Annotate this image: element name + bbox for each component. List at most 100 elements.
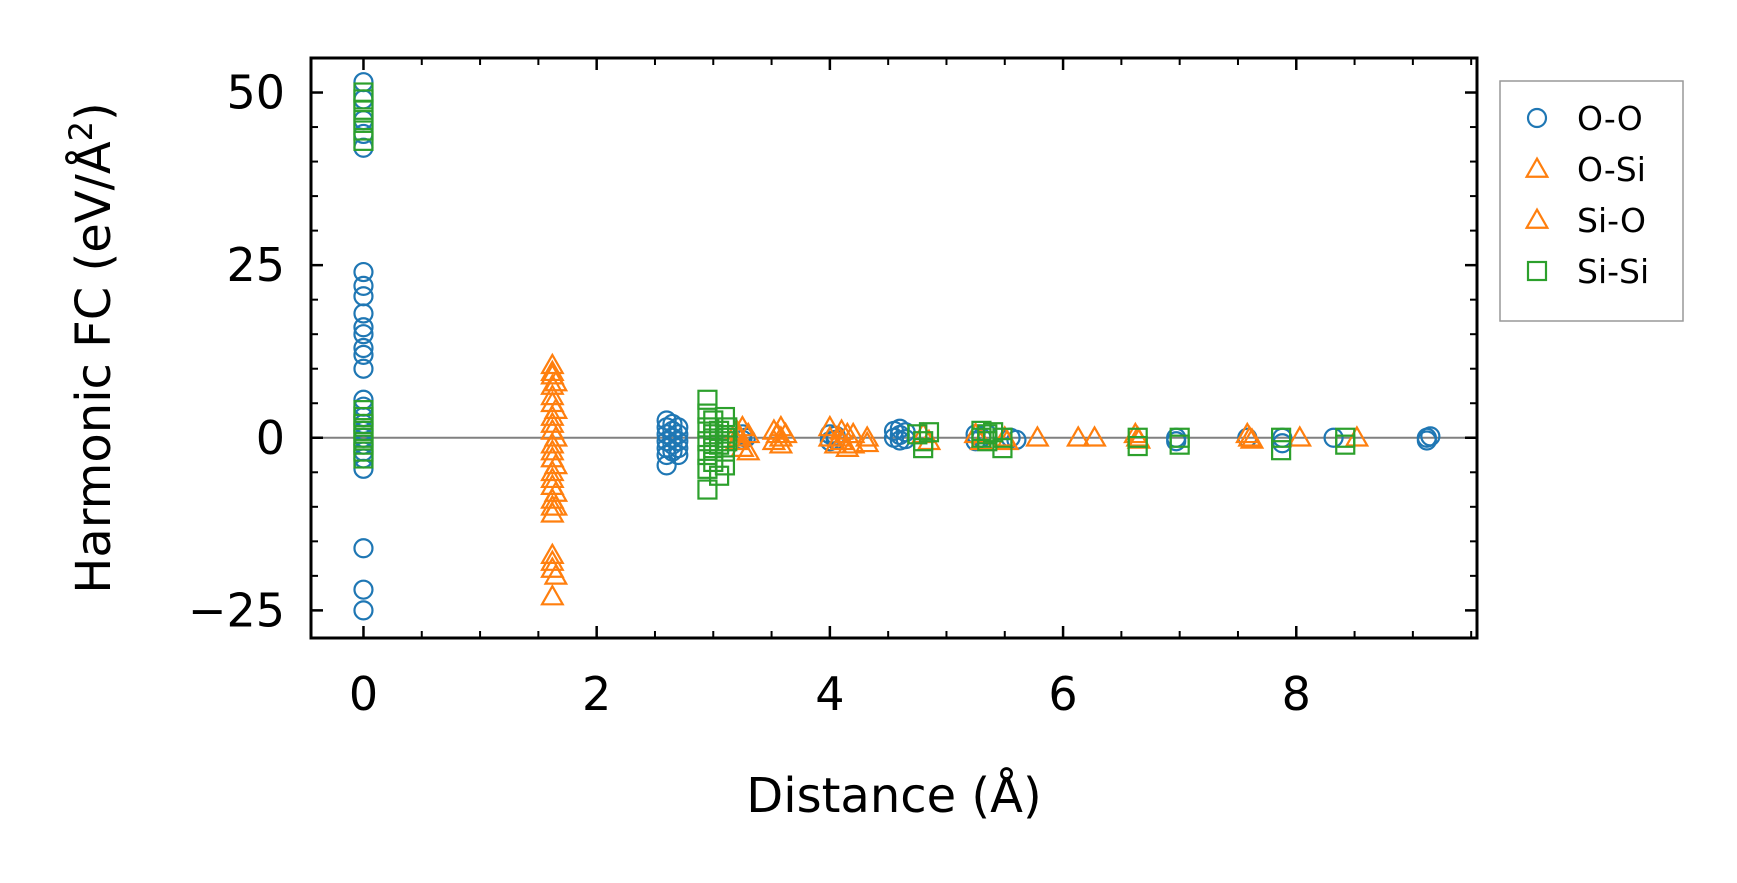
data-point-o-o (353, 344, 374, 366)
y-tick-label: 50 (226, 66, 285, 120)
data-point-o-o (668, 417, 689, 438)
axis-tick-labels: 0 2 4 6 8 −25 0 25 50 (188, 66, 1311, 721)
data-point-si-si (1127, 435, 1148, 457)
data-point-o-o (668, 438, 689, 459)
x-tick-label: 4 (815, 667, 844, 721)
legend-label-si-si: Si-Si (1577, 252, 1649, 291)
data-point-si-si (703, 424, 724, 445)
data-point-si-si (717, 417, 738, 438)
data-point-o-si (540, 542, 565, 565)
legend-label-o-o: O-O (1577, 99, 1643, 138)
data-point-o-o (353, 324, 374, 345)
data-point-o-si (829, 418, 854, 440)
data-point-si-si (971, 427, 992, 448)
legend-marker-o-si (1524, 156, 1550, 178)
data-point-o-si (817, 414, 843, 437)
x-tick-label: 6 (1048, 667, 1077, 721)
data-points (353, 72, 1441, 621)
data-point-o-si (543, 563, 569, 585)
data-point-si-o (826, 425, 852, 447)
y-axis-label-main: Harmonic FC (eV/Å (65, 141, 122, 594)
data-point-o-o (1323, 427, 1344, 448)
data-point-si-si (992, 427, 1013, 448)
data-point-si-si (703, 410, 724, 431)
data-point-o-si (835, 435, 860, 457)
data-point-si-si (1271, 440, 1292, 461)
data-point-o-o (668, 444, 689, 466)
data-point-si-o (540, 549, 565, 571)
data-point-o-si (1025, 425, 1050, 447)
data-point-si-si (1271, 427, 1292, 448)
data-point-o-si (1065, 425, 1091, 447)
y-tick-label: 0 (256, 411, 285, 465)
data-point-o-o (1166, 431, 1187, 452)
y-tick-label: −25 (188, 583, 285, 637)
data-point-si-o (540, 359, 565, 382)
data-point-o-o (353, 337, 374, 359)
legend-marker-si-si (1526, 260, 1548, 282)
data-point-si-si (353, 89, 374, 110)
data-point-o-o (1420, 426, 1441, 447)
data-point-o-si (854, 425, 880, 447)
data-point-si-o (540, 411, 565, 433)
y-tick-label: 25 (226, 238, 285, 292)
x-tick-label: 2 (582, 667, 611, 721)
data-point-si-o (840, 432, 866, 454)
data-point-o-si (540, 584, 565, 606)
data-point-o-si (840, 421, 866, 444)
data-point-o-si (854, 430, 880, 453)
legend-items: O-O O-Si Si-O Si-Si (1524, 99, 1649, 291)
legend-label-o-si: O-Si (1577, 150, 1646, 189)
y-axis-label-superscript: 2 (62, 121, 100, 141)
data-point-o-o (353, 600, 374, 621)
data-point-o-o (353, 317, 374, 338)
data-point-si-si (714, 441, 736, 462)
data-point-o-o (353, 538, 374, 559)
x-tick-label: 8 (1282, 667, 1311, 721)
data-point-o-o (656, 455, 677, 476)
data-point-si-si (714, 455, 736, 476)
legend-label-si-o: Si-O (1577, 201, 1646, 240)
data-point-si-o (1237, 425, 1262, 447)
y-axis-label: Harmonic FC (eV/Å2) (62, 102, 122, 594)
data-point-si-o (540, 466, 565, 489)
y-axis-label-close: ) (66, 102, 122, 121)
series-si-o (540, 359, 1262, 571)
axis-ticks (311, 57, 1477, 638)
data-point-si-o (540, 383, 565, 406)
data-point-si-o (765, 421, 790, 444)
data-point-o-o (1416, 430, 1437, 451)
data-point-si-si (913, 438, 934, 459)
data-point-si-si (697, 479, 718, 500)
x-tick-label: 0 (349, 667, 378, 721)
data-point-o-o (353, 358, 374, 379)
data-point-o-o (668, 424, 689, 445)
data-point-o-si (768, 432, 794, 454)
data-point-si-o (540, 439, 565, 461)
legend-marker-si-o (1524, 207, 1550, 229)
data-point-si-si (353, 120, 374, 141)
data-point-o-o (353, 275, 374, 296)
data-point-si-si (708, 465, 730, 486)
data-point-o-o (353, 261, 374, 283)
data-point-o-si (540, 352, 565, 375)
data-point-o-o (353, 579, 374, 600)
data-point-si-si (353, 110, 374, 131)
data-point-si-si (353, 448, 374, 469)
data-point-si-si (1335, 434, 1356, 455)
data-point-o-si (736, 439, 761, 461)
data-point-si-o (540, 494, 565, 516)
x-axis-label: Distance (Å) (746, 767, 1041, 824)
legend: O-O O-Si Si-O Si-Si (1499, 80, 1684, 322)
data-point-si-si (353, 130, 374, 151)
data-point-si-si (918, 422, 940, 443)
data-point-si-si (697, 417, 718, 438)
data-point-o-o (353, 303, 374, 324)
data-point-si-si (714, 406, 736, 428)
data-point-si-si (353, 99, 374, 120)
data-point-o-o (668, 431, 689, 452)
data-point-o-si (768, 425, 794, 447)
data-point-si-si (907, 424, 928, 445)
